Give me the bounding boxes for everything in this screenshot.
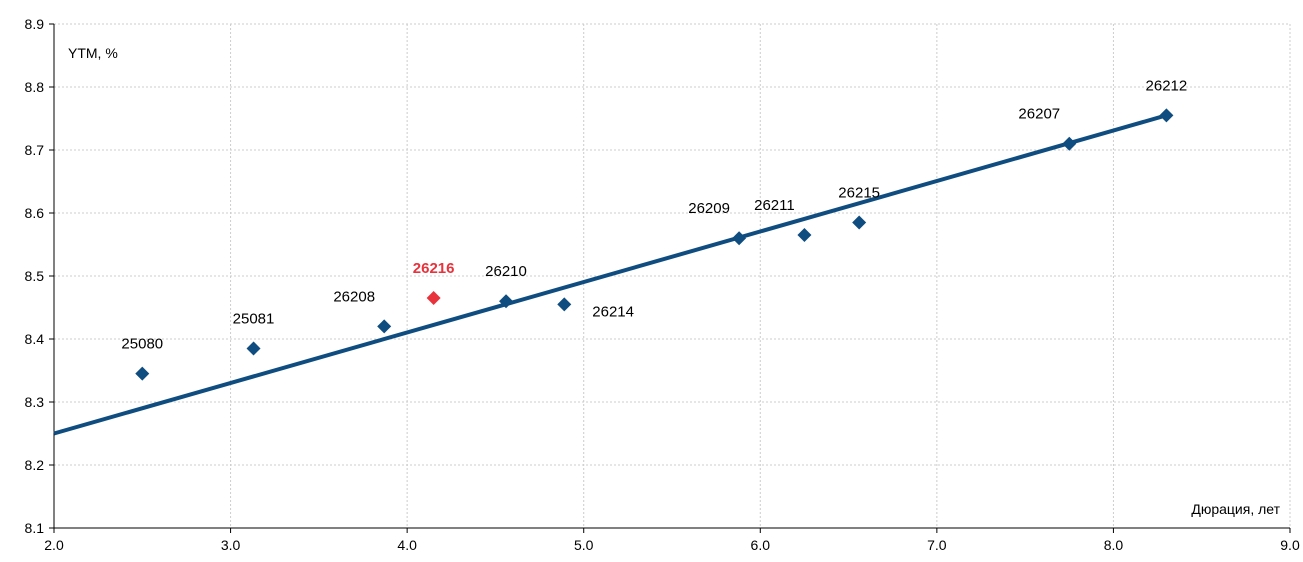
y-tick-label: 8.8 — [25, 79, 45, 95]
data-point-label: 26210 — [485, 263, 527, 280]
data-point-marker — [499, 294, 514, 309]
y-tick-label: 8.5 — [25, 268, 45, 284]
data-point-marker — [377, 319, 392, 334]
x-tick-label: 9.0 — [1280, 537, 1300, 553]
data-point-marker — [1159, 108, 1174, 123]
data-point-label: 26208 — [333, 288, 375, 305]
data-point-marker — [797, 228, 812, 243]
grid-lines — [54, 23, 1291, 528]
data-points — [135, 108, 1174, 381]
data-point-marker — [557, 297, 572, 312]
y-tick-label: 8.1 — [25, 520, 45, 536]
data-point-marker — [135, 366, 150, 381]
data-point-label: 26209 — [688, 200, 730, 217]
data-point-marker — [246, 341, 261, 356]
x-tick-label: 3.0 — [221, 537, 241, 553]
point-labels: 25080 25081 26208 26216 26210 26214 26209 26211… — [121, 77, 1187, 352]
y-tick-label: 8.3 — [25, 394, 45, 410]
x-tick-label: 5.0 — [574, 537, 594, 553]
x-tick-label: 7.0 — [927, 537, 947, 553]
x-tick-label: 2.0 — [44, 537, 64, 553]
data-point-label: 26214 — [592, 303, 634, 320]
y-tick-label: 8.2 — [25, 457, 45, 473]
data-point-label: 26207 — [1018, 106, 1060, 123]
data-point-marker — [732, 231, 747, 246]
data-point-marker — [1062, 136, 1077, 151]
data-point-label: 25080 — [121, 336, 163, 353]
trendline-group — [53, 113, 1167, 436]
data-point-label: 25081 — [233, 310, 275, 327]
data-point-label: 26212 — [1146, 77, 1188, 94]
data-point-marker — [426, 291, 441, 306]
x-axis-title: Дюрация, лет — [1191, 501, 1280, 517]
y-tick-label: 8.7 — [25, 142, 45, 158]
data-point-label: 26211 — [754, 197, 795, 214]
data-point-label: 26215 — [838, 184, 880, 201]
x-tick-label: 8.0 — [1104, 537, 1124, 553]
data-point-label: 26216 — [413, 260, 455, 277]
axes — [49, 23, 1291, 533]
data-point-marker — [852, 215, 867, 230]
y-tick-label: 8.9 — [25, 16, 45, 32]
trendline — [53, 113, 1167, 436]
x-tick-label: 6.0 — [751, 537, 771, 553]
x-tick-label: 4.0 — [397, 537, 417, 553]
tick-labels: 2.0 3.0 4.0 5.0 6.0 7.0 8.0 9.0 8.1 8.2 8.3 8.4 8.5 8… — [25, 16, 1300, 553]
y-axis-title: YTM, % — [68, 45, 118, 61]
y-tick-label: 8.6 — [25, 205, 45, 221]
y-tick-label: 8.4 — [25, 331, 45, 347]
